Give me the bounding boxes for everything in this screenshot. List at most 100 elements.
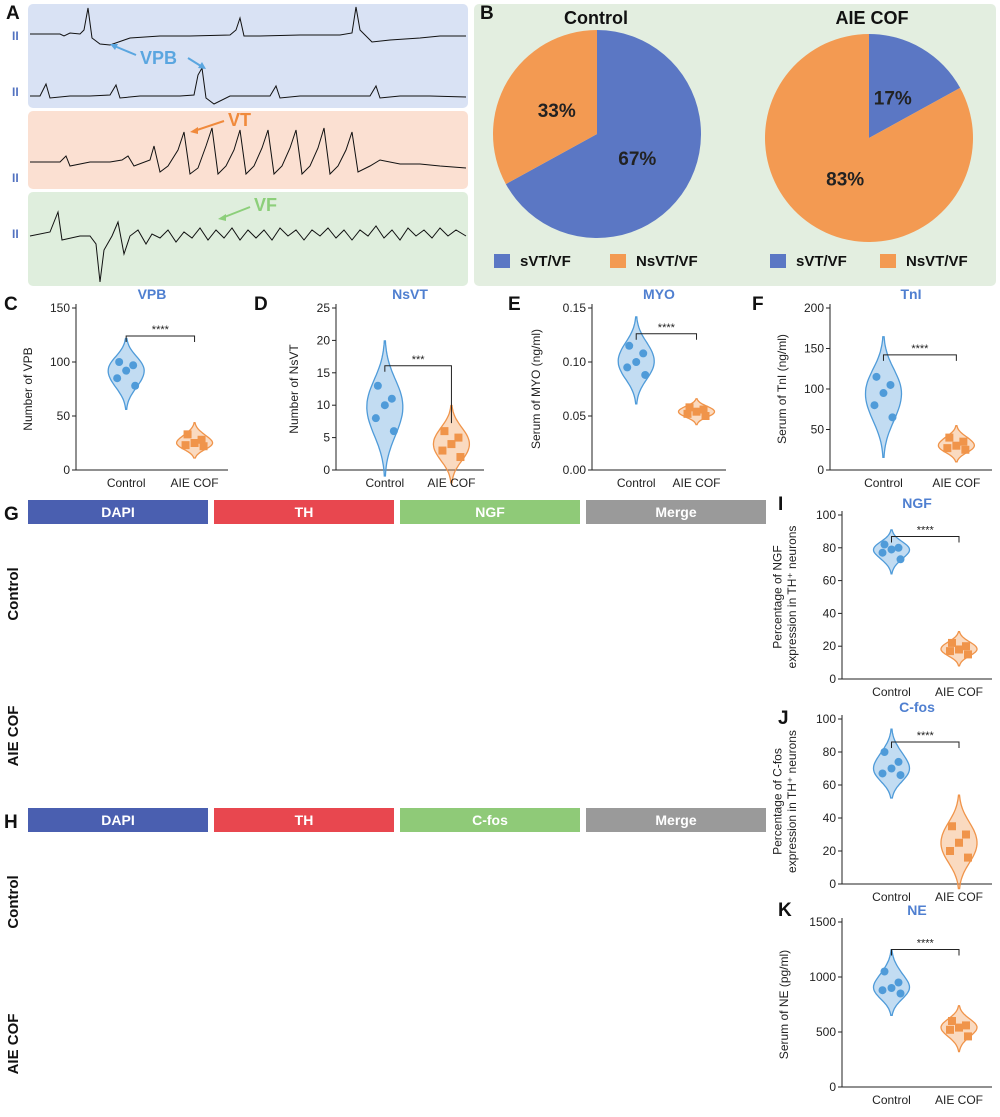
- header-label-g-dapi: DAPI: [101, 504, 134, 520]
- legend-label-svt-1: sVT/VF: [520, 253, 571, 270]
- y-tick-label-c-1: 50: [57, 409, 71, 423]
- y-tick-label-i-0: 0: [829, 672, 836, 686]
- x-tick-label-d-1: AIE COF: [427, 476, 475, 490]
- point-k-aie-cof-3: [946, 1025, 954, 1034]
- point-d-control-1: [387, 394, 396, 403]
- sig-bracket-d: [384, 365, 452, 424]
- chart-title-c: VPB: [138, 286, 167, 302]
- scale-bar-g: [156, 644, 194, 649]
- point-i-aie-cof-0: [948, 638, 956, 647]
- point-j-control-3: [878, 769, 887, 778]
- pie-aie-slice-nsvt: [764, 34, 973, 242]
- pie-control-slice-svt: [505, 30, 702, 238]
- panel-letter-j: J: [778, 708, 789, 729]
- header-label-h-c-fos: C-fos: [472, 812, 508, 828]
- x-tick-label-f-1: AIE COF: [932, 476, 980, 490]
- y-tick-label-j-5: 100: [816, 712, 836, 726]
- legend-label-nsvt-2: NsVT/VF: [906, 253, 968, 270]
- point-i-control-2: [887, 545, 896, 554]
- header-label-g-th: TH: [295, 504, 314, 520]
- point-e-aie-cof-3: [683, 409, 692, 418]
- point-j-aie-cof-3: [946, 847, 954, 855]
- point-c-control-4: [131, 381, 140, 390]
- y-axis-label-k: Serum of NE (pg/ml): [777, 950, 791, 1059]
- legend-swatch-nsvt-2: [880, 254, 896, 268]
- pie-aie-label-svt: 17%: [874, 89, 912, 110]
- panel-letter-d: D: [254, 294, 268, 315]
- panel-letter-i: I: [778, 494, 783, 515]
- panel-a: A II II II II VPB VT VF: [6, 3, 468, 286]
- panel-g: DAPI TH NGF Merge Control 50 um AIE COF: [5, 500, 766, 766]
- x-tick-label-i-0: Control: [872, 685, 911, 699]
- panel-d: NsVT 0 5 10 15 20 25 Number of NsVT Control AIE C…: [287, 286, 484, 490]
- scale-bar-h: [156, 952, 194, 957]
- y-axis-label-i: Percentage of NGFexpression in TH⁺ neuro…: [770, 526, 798, 669]
- ecg-trace-vpb-1: [30, 6, 466, 46]
- header-label-h-merge: Merge: [655, 812, 696, 828]
- point-j-control-4: [896, 771, 905, 780]
- sig-bracket-k: [891, 949, 960, 956]
- panel-letter-c: C: [4, 294, 18, 315]
- ecg-arrowhead-vf: [218, 214, 226, 221]
- x-tick-label-f-0: Control: [864, 476, 903, 490]
- point-d-control-4: [389, 427, 398, 436]
- panel-f: TnI 0 50 100 150 200 Serum of TnI (ng/ml) Contr…: [775, 286, 992, 490]
- x-tick-label-k-0: Control: [872, 1093, 911, 1107]
- header-label-h-dapi: DAPI: [101, 812, 134, 828]
- point-c-aie-cof-2: [190, 439, 199, 447]
- ecg-trace-vpb-2: [30, 66, 467, 105]
- legend-label-nsvt-1: NsVT/VF: [636, 253, 698, 270]
- y-tick-label-i-2: 40: [823, 606, 837, 620]
- header-h-th: [214, 808, 394, 832]
- y-tick-label-e-3: 0.15: [563, 301, 587, 315]
- ecg-arrow-vt: [193, 120, 225, 132]
- ecg-trace-vf: [29, 210, 467, 283]
- point-d-aie-cof-0: [440, 427, 449, 436]
- point-i-control-3: [878, 548, 887, 557]
- x-tick-label-i-1: AIE COF: [935, 685, 983, 699]
- ecg-arrow-vf: [221, 206, 251, 219]
- legend-swatch-svt-2: [770, 254, 786, 268]
- ecg-lead-label-3: II: [12, 171, 19, 185]
- point-e-aie-cof-4: [701, 412, 710, 420]
- y-tick-label-d-4: 20: [317, 333, 331, 347]
- row-label-g-control: Control: [5, 567, 22, 620]
- pie-control-label-svt: 67%: [618, 149, 656, 170]
- point-j-aie-cof-1: [962, 830, 970, 839]
- panel-letter-k: K: [778, 900, 792, 921]
- x-tick-label-c-0: Control: [107, 476, 146, 490]
- point-e-aie-cof-2: [692, 407, 701, 416]
- header-g-merge: [586, 500, 766, 524]
- y-tick-label-f-4: 200: [804, 301, 824, 315]
- y-tick-label-c-0: 0: [63, 463, 70, 477]
- header-g-th: [214, 500, 394, 524]
- point-j-control-2: [887, 764, 896, 773]
- point-c-aie-cof-1: [197, 435, 206, 444]
- y-tick-label-j-0: 0: [829, 877, 836, 891]
- pie-control-slice-nsvt: [492, 30, 597, 185]
- legend-swatch-nsvt-1: [610, 254, 626, 268]
- legend-swatch-svt-1: [494, 254, 510, 268]
- y-tick-label-j-3: 60: [823, 778, 837, 792]
- ecg-arrowhead-vpb-left: [110, 44, 118, 50]
- header-label-g-ngf: NGF: [475, 504, 505, 520]
- chart-title-j: C-fos: [899, 699, 935, 715]
- chart-title-f: TnI: [901, 286, 922, 302]
- ecg-arrowhead-vt: [190, 127, 198, 134]
- pie-title-aie: AIE COF: [835, 8, 908, 28]
- point-f-aie-cof-2: [952, 441, 961, 450]
- panel-letter-h: H: [4, 812, 18, 833]
- point-e-control-3: [623, 363, 632, 372]
- point-k-control-3: [878, 986, 887, 995]
- panel-k: NE 0 500 1000 1500 Serum of NE (pg/ml) Control…: [777, 902, 992, 1107]
- header-h-merge: [586, 808, 766, 832]
- point-f-aie-cof-4: [961, 445, 970, 454]
- y-axis-label-d: Number of NsVT: [287, 344, 301, 434]
- ecg-label-vt: VT: [228, 110, 251, 130]
- y-tick-label-i-4: 80: [823, 541, 837, 555]
- panel-e: MYO 0.00 0.05 0.10 0.15 Serum of MYO (ng/ml) C…: [529, 286, 726, 490]
- sig-bracket-f: [882, 354, 957, 361]
- violin-j-control: [872, 728, 911, 799]
- point-e-aie-cof-1: [699, 405, 708, 414]
